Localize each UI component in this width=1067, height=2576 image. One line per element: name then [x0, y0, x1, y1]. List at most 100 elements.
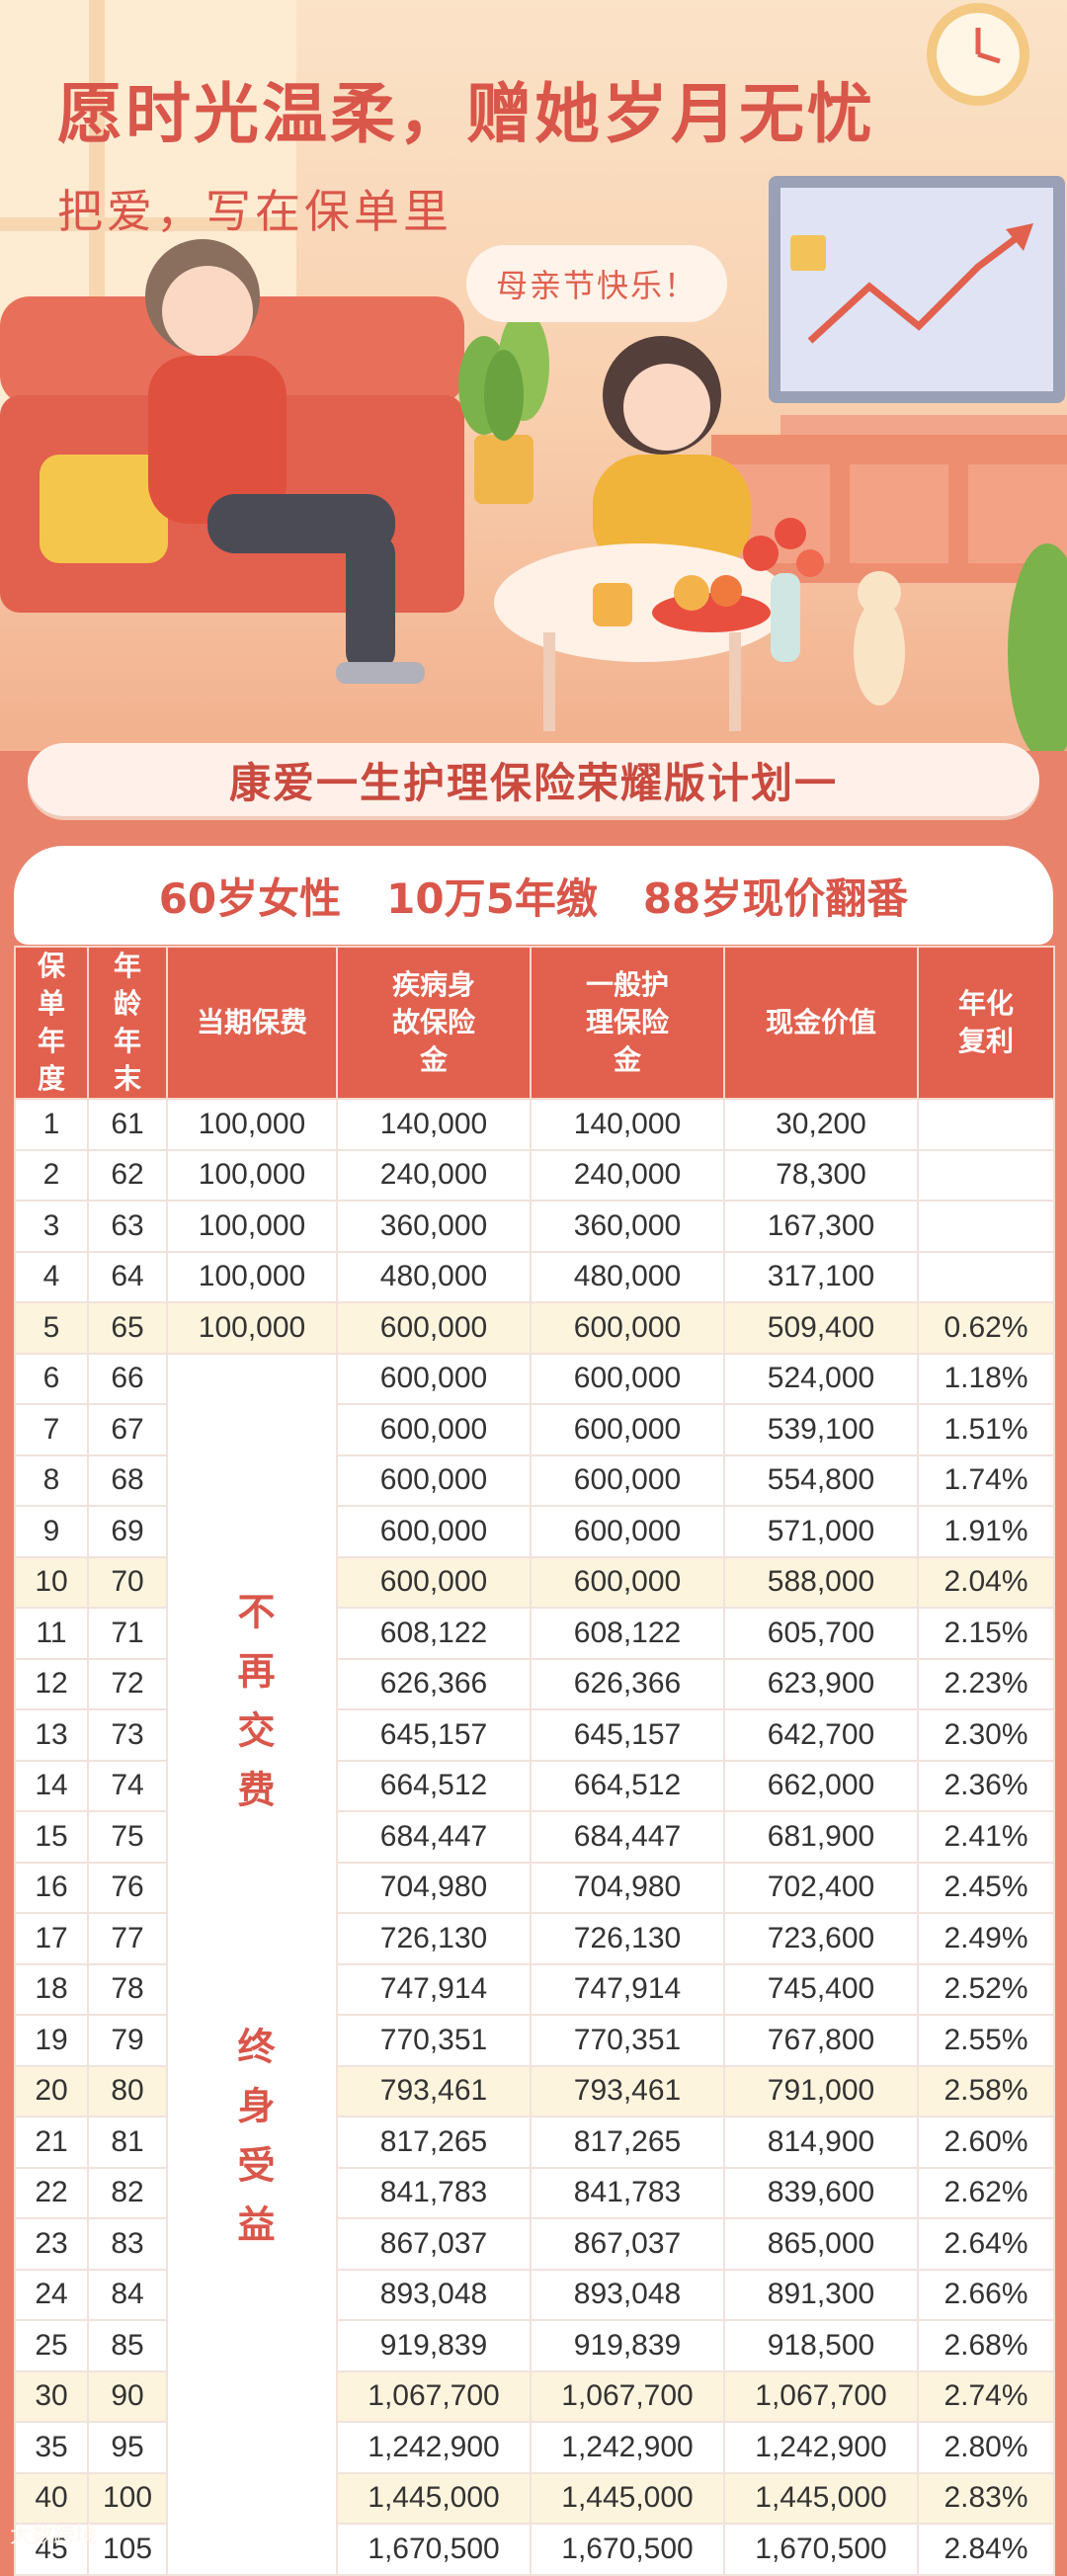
cell-cash-value: 554,800	[723, 1454, 919, 1507]
cell-care-benefit: 645,157	[530, 1708, 725, 1762]
cell-policy-year: 15	[14, 1810, 89, 1864]
table-row: 3 63 100,000 360,000 360,000 167,300	[14, 1200, 1055, 1253]
cell-age-end: 82	[87, 2166, 168, 2219]
cell-cash-value: 702,400	[723, 1861, 919, 1914]
cell-age-end: 70	[87, 1555, 168, 1609]
daughter-figure	[593, 336, 751, 573]
cell-cash-value: 681,900	[723, 1810, 919, 1864]
cell-death-benefit: 704,980	[336, 1861, 532, 1914]
cell-death-benefit: 770,351	[336, 2014, 532, 2067]
cell-annual-rate	[917, 1200, 1055, 1253]
cell-cash-value: 539,100	[723, 1403, 919, 1456]
cell-age-end: 79	[87, 2014, 168, 2067]
table-row: 8 68 600,000 600,000 554,800 1.74%	[14, 1454, 1055, 1507]
plan-name-banner: 康爱一生护理保险荣耀版计划一	[28, 743, 1039, 816]
cell-age-end: 72	[87, 1657, 168, 1710]
cell-death-benefit: 645,157	[336, 1708, 532, 1762]
table-row: 13 73 645,157 645,157 642,700 2.30%	[14, 1708, 1055, 1762]
cell-policy-year: 13	[14, 1708, 89, 1762]
cell-death-benefit: 867,037	[336, 2217, 532, 2271]
table-row: 11 71 608,122 608,122 605,700 2.15%	[14, 1607, 1055, 1660]
cell-age-end: 71	[87, 1607, 168, 1660]
cell-cash-value: 767,800	[723, 2014, 919, 2067]
cell-premium: 100,000	[166, 1200, 338, 1253]
cell-policy-year: 20	[14, 2064, 89, 2118]
cell-care-benefit: 608,122	[530, 1607, 725, 1660]
cell-death-benefit: 817,265	[336, 2116, 532, 2169]
cell-care-benefit: 1,067,700	[530, 2369, 725, 2423]
cell-care-benefit: 770,351	[530, 2014, 725, 2067]
cell-age-end: 84	[87, 2268, 168, 2321]
cell-cash-value: 623,900	[723, 1657, 919, 1710]
cell-death-benefit: 626,366	[336, 1657, 532, 1710]
cell-annual-rate: 2.15%	[917, 1607, 1055, 1660]
cell-cash-value: 745,400	[723, 1962, 919, 2016]
hero-title: 愿时光温柔，赠她岁月无忧	[57, 76, 875, 152]
cell-policy-year: 3	[14, 1200, 89, 1253]
cell-annual-rate: 1.51%	[917, 1403, 1055, 1456]
cell-policy-year: 23	[14, 2217, 89, 2271]
cell-death-benefit: 600,000	[336, 1352, 532, 1405]
cell-cash-value: 642,700	[723, 1708, 919, 1762]
cell-care-benefit: 919,839	[530, 2319, 725, 2372]
cell-annual-rate: 2.30%	[917, 1708, 1055, 1762]
cell-annual-rate: 2.52%	[917, 1962, 1055, 2016]
cell-age-end: 83	[87, 2217, 168, 2271]
cell-policy-year: 19	[14, 2014, 89, 2067]
cell-cash-value: 571,000	[723, 1505, 919, 1558]
spec-summary: 60岁女性 10万5年缴 88岁现价翻番	[14, 846, 1053, 945]
cell-age-end: 80	[87, 2064, 168, 2118]
table-row: 20 80 793,461 793,461 791,000 2.58%	[14, 2064, 1055, 2118]
cell-premium: 100,000	[166, 1250, 338, 1303]
cell-cash-value: 1,670,500	[723, 2523, 919, 2576]
cell-care-benefit: 360,000	[530, 1200, 725, 1253]
cell-death-benefit: 747,914	[336, 1962, 532, 2016]
cell-care-benefit: 626,366	[530, 1657, 725, 1710]
table-row: 12 72 626,366 626,366 623,900 2.23%	[14, 1657, 1055, 1710]
table-row: 14 74 664,512 664,512 662,000 2.36%	[14, 1759, 1055, 1812]
cell-policy-year: 14	[14, 1759, 89, 1812]
cell-policy-year: 6	[14, 1352, 89, 1405]
no-pay-text: 不再交费	[231, 1591, 273, 1829]
cell-care-benefit: 684,447	[530, 1810, 725, 1864]
table-row: 5 65 100,000 600,000 600,000 509,400 0.62%	[14, 1301, 1055, 1355]
table-row: 30 90 1,067,700 1,067,700 1,067,700 2.74%	[14, 2369, 1055, 2423]
cell-annual-rate: 2.60%	[917, 2116, 1055, 2169]
cell-age-end: 90	[87, 2369, 168, 2423]
cell-age-end: 65	[87, 1301, 168, 1355]
cell-age-end: 77	[87, 1912, 168, 1965]
cell-death-benefit: 919,839	[336, 2319, 532, 2372]
cell-age-end: 67	[87, 1403, 168, 1456]
cell-policy-year: 22	[14, 2166, 89, 2219]
table-row: 1 61 100,000 140,000 140,000 30,200	[14, 1098, 1055, 1151]
cell-annual-rate: 2.04%	[917, 1555, 1055, 1609]
cell-cash-value: 509,400	[723, 1301, 919, 1355]
cell-age-end: 78	[87, 1962, 168, 2016]
cell-cash-value: 723,600	[723, 1912, 919, 1965]
cell-annual-rate: 2.80%	[917, 2421, 1055, 2474]
cell-policy-year: 35	[14, 2421, 89, 2474]
table-row: 21 81 817,265 817,265 814,900 2.60%	[14, 2116, 1055, 2169]
cell-care-benefit: 726,130	[530, 1912, 725, 1965]
table-row: 7 67 600,000 600,000 539,100 1.51%	[14, 1403, 1055, 1456]
cell-death-benefit: 360,000	[336, 1200, 532, 1253]
cell-care-benefit: 480,000	[530, 1250, 725, 1303]
table-row: 16 76 704,980 704,980 702,400 2.45%	[14, 1861, 1055, 1914]
cell-premium: 100,000	[166, 1098, 338, 1151]
cell-cash-value: 167,300	[723, 1200, 919, 1253]
cell-care-benefit: 600,000	[530, 1403, 725, 1456]
cell-annual-rate: 2.84%	[917, 2523, 1055, 2576]
cell-death-benefit: 893,048	[336, 2268, 532, 2321]
table-row: 9 69 600,000 600,000 571,000 1.91%	[14, 1505, 1055, 1558]
cell-death-benefit: 1,242,900	[336, 2421, 532, 2474]
cell-age-end: 76	[87, 1861, 168, 1914]
table-row: 17 77 726,130 726,130 723,600 2.49%	[14, 1912, 1055, 1965]
cell-death-benefit: 140,000	[336, 1098, 532, 1151]
cell-death-benefit: 600,000	[336, 1301, 532, 1355]
cell-care-benefit: 893,048	[530, 2268, 725, 2321]
speech-bubble: 母亲节快乐！	[466, 245, 727, 322]
cell-annual-rate: 2.23%	[917, 1657, 1055, 1710]
cell-annual-rate: 1.91%	[917, 1505, 1055, 1558]
cell-policy-year: 7	[14, 1403, 89, 1456]
cell-policy-year: 4	[14, 1250, 89, 1303]
